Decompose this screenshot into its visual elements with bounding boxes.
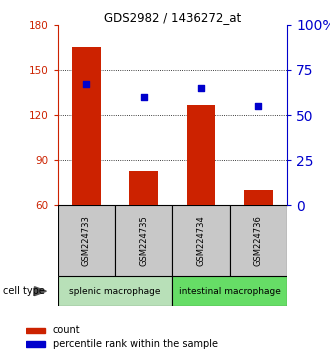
Text: GSM224736: GSM224736 xyxy=(254,215,263,266)
Point xyxy=(198,85,204,91)
Bar xyxy=(58,276,173,306)
Bar xyxy=(187,104,215,205)
Bar xyxy=(173,276,287,306)
Text: GSM224734: GSM224734 xyxy=(197,215,206,266)
Title: GDS2982 / 1436272_at: GDS2982 / 1436272_at xyxy=(104,11,241,24)
Bar xyxy=(26,341,45,347)
Text: percentile rank within the sample: percentile rank within the sample xyxy=(52,339,217,349)
Bar xyxy=(173,205,230,276)
Text: count: count xyxy=(52,325,80,335)
Bar xyxy=(58,205,115,276)
Point xyxy=(84,81,89,87)
Bar xyxy=(26,327,45,333)
Bar xyxy=(230,205,287,276)
Text: cell type: cell type xyxy=(3,286,45,296)
Polygon shape xyxy=(34,287,46,296)
Point xyxy=(256,103,261,109)
Text: GSM224735: GSM224735 xyxy=(139,215,148,266)
Text: splenic macrophage: splenic macrophage xyxy=(69,287,161,296)
Text: intestinal macrophage: intestinal macrophage xyxy=(179,287,281,296)
Bar xyxy=(115,205,173,276)
Bar xyxy=(72,47,101,205)
Point xyxy=(141,94,147,100)
Text: GSM224733: GSM224733 xyxy=(82,215,91,266)
Bar xyxy=(129,171,158,205)
Bar xyxy=(244,190,273,205)
